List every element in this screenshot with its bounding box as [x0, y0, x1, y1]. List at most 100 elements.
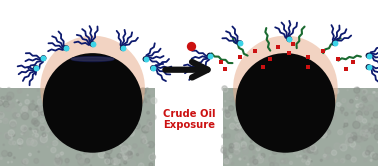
Ellipse shape [115, 104, 122, 110]
Ellipse shape [78, 157, 84, 163]
Ellipse shape [71, 57, 114, 62]
Ellipse shape [114, 110, 120, 117]
Ellipse shape [47, 146, 48, 147]
Ellipse shape [130, 160, 136, 166]
Ellipse shape [348, 137, 354, 143]
Ellipse shape [21, 129, 26, 134]
Ellipse shape [363, 152, 368, 157]
Ellipse shape [70, 106, 73, 108]
Text: Crude Oil
Exposure: Crude Oil Exposure [163, 109, 215, 130]
Ellipse shape [136, 154, 139, 156]
Ellipse shape [241, 138, 243, 140]
Ellipse shape [11, 161, 12, 163]
Ellipse shape [95, 97, 99, 101]
Ellipse shape [337, 102, 341, 106]
Ellipse shape [361, 134, 368, 141]
Ellipse shape [92, 141, 99, 148]
Ellipse shape [341, 159, 345, 163]
Ellipse shape [7, 92, 14, 99]
Ellipse shape [225, 149, 226, 150]
Ellipse shape [306, 157, 308, 159]
Ellipse shape [138, 129, 139, 131]
Ellipse shape [373, 91, 375, 93]
Ellipse shape [29, 137, 31, 139]
Ellipse shape [257, 101, 263, 108]
Ellipse shape [107, 102, 110, 104]
Ellipse shape [285, 114, 288, 117]
Ellipse shape [308, 159, 311, 162]
Ellipse shape [94, 146, 96, 148]
Ellipse shape [115, 124, 121, 130]
Ellipse shape [98, 89, 101, 93]
Ellipse shape [316, 96, 322, 102]
Ellipse shape [347, 90, 348, 91]
Ellipse shape [110, 88, 113, 92]
Ellipse shape [56, 158, 62, 164]
Ellipse shape [227, 94, 233, 100]
Ellipse shape [372, 154, 378, 160]
Ellipse shape [121, 130, 125, 134]
Ellipse shape [334, 143, 341, 150]
Ellipse shape [275, 141, 276, 142]
Ellipse shape [268, 106, 271, 108]
Ellipse shape [268, 101, 274, 107]
Ellipse shape [22, 160, 25, 164]
Ellipse shape [353, 148, 355, 149]
Ellipse shape [23, 160, 25, 162]
Ellipse shape [362, 107, 368, 113]
Ellipse shape [299, 97, 302, 99]
Ellipse shape [369, 128, 375, 133]
Point [120, 47, 126, 49]
Ellipse shape [76, 93, 79, 96]
Ellipse shape [254, 89, 259, 94]
Ellipse shape [278, 151, 282, 154]
Ellipse shape [225, 110, 226, 111]
Ellipse shape [60, 152, 64, 155]
Ellipse shape [36, 149, 37, 151]
Ellipse shape [51, 147, 56, 153]
Ellipse shape [104, 153, 110, 159]
Bar [223, 88, 378, 166]
Ellipse shape [74, 144, 76, 146]
Ellipse shape [282, 161, 283, 162]
Ellipse shape [295, 140, 302, 147]
Ellipse shape [280, 105, 284, 109]
Ellipse shape [0, 100, 3, 106]
Ellipse shape [327, 98, 328, 99]
Ellipse shape [21, 133, 23, 135]
Ellipse shape [351, 132, 357, 138]
Ellipse shape [343, 126, 345, 127]
Ellipse shape [374, 91, 375, 93]
Ellipse shape [10, 120, 16, 127]
Ellipse shape [243, 156, 248, 161]
Ellipse shape [229, 97, 235, 102]
Ellipse shape [120, 45, 126, 51]
Ellipse shape [38, 151, 39, 153]
Ellipse shape [12, 113, 18, 118]
Ellipse shape [139, 88, 146, 94]
Ellipse shape [368, 123, 370, 125]
Ellipse shape [113, 158, 120, 165]
Ellipse shape [344, 123, 348, 127]
Point [218, 61, 224, 63]
Ellipse shape [150, 154, 155, 160]
Ellipse shape [66, 163, 68, 165]
Ellipse shape [242, 145, 245, 148]
Ellipse shape [134, 123, 140, 129]
Ellipse shape [325, 136, 327, 137]
Ellipse shape [273, 119, 279, 126]
Ellipse shape [51, 104, 52, 106]
Ellipse shape [100, 147, 104, 152]
Ellipse shape [244, 107, 245, 109]
Ellipse shape [149, 145, 150, 147]
Ellipse shape [308, 157, 310, 159]
Ellipse shape [225, 127, 226, 129]
Ellipse shape [37, 106, 43, 112]
Ellipse shape [222, 86, 227, 91]
Ellipse shape [91, 141, 96, 146]
Ellipse shape [300, 155, 301, 157]
Ellipse shape [54, 125, 60, 131]
Ellipse shape [15, 105, 16, 106]
Ellipse shape [118, 140, 120, 143]
Ellipse shape [85, 162, 87, 165]
